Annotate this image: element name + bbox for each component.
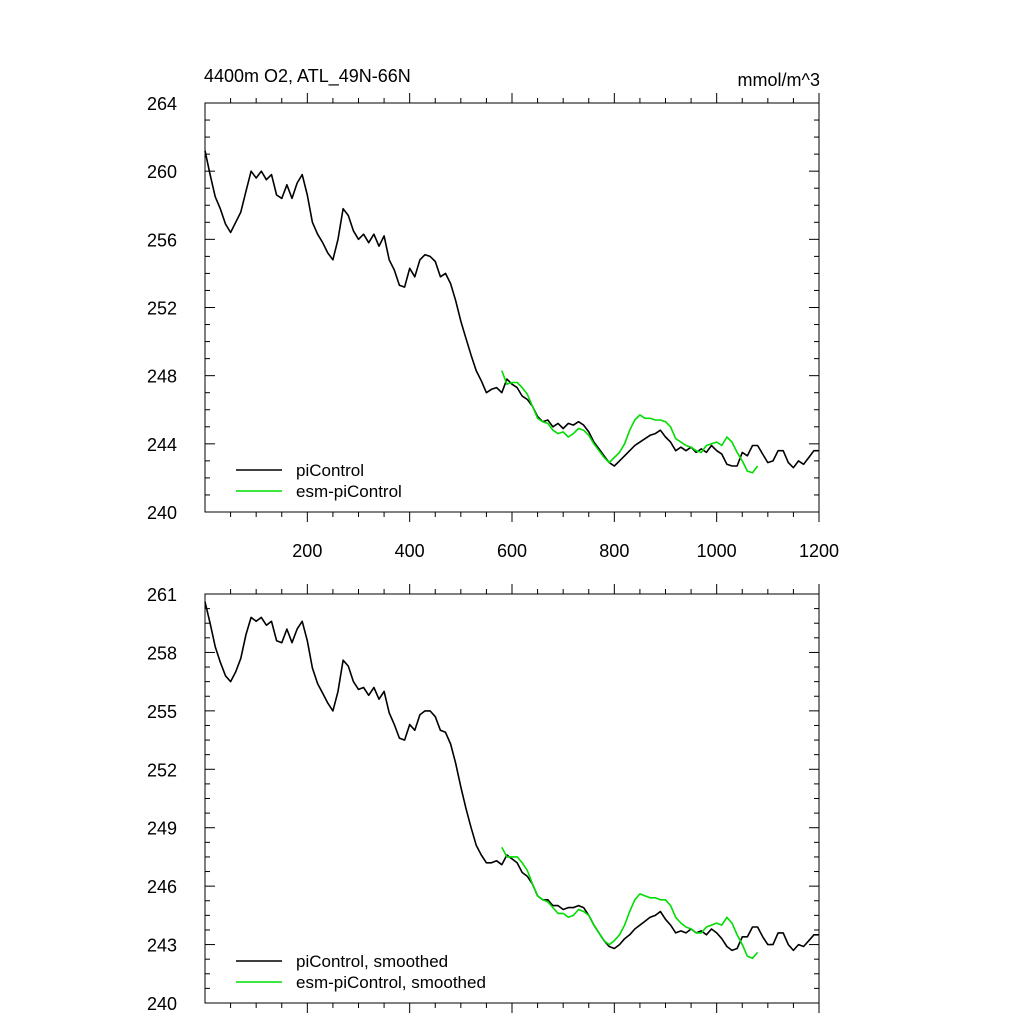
bottom-ytick-label-252: 252 (147, 760, 177, 780)
top-xtick-label-200: 200 (292, 541, 322, 561)
top-xtick-label-1200: 1200 (799, 541, 839, 561)
bottom-series-line-esm-picontrol-smoothed (501, 846, 759, 960)
top-xtick-label-400: 400 (395, 541, 425, 561)
top-ytick-label-248: 248 (147, 367, 177, 387)
top-axis-ticks: 240 244 248 252 256 260 264 200 400 600 800 1000 120… (147, 93, 839, 561)
bottom-ytick-label-255: 255 (147, 702, 177, 722)
top-ytick-label-252: 252 (147, 299, 177, 319)
top-ytick-label-264: 264 (147, 94, 177, 114)
top-series-lines (204, 150, 819, 474)
bottom-axis-ticks: 240 243 246 249 252 255 258 261 (147, 584, 820, 1014)
bottom-plot-frame (204, 593, 820, 1004)
chart-title: 4400m O2, ATL_49N-66N (204, 66, 411, 87)
bottom-ytick-label-249: 249 (147, 819, 177, 839)
top-series-line-esm-picontrol (501, 370, 759, 474)
top-xtick-label-1000: 1000 (697, 541, 737, 561)
top-ytick-label-256: 256 (147, 230, 177, 250)
bottom-ytick-label-261: 261 (147, 585, 177, 605)
top-ytick-label-244: 244 (147, 435, 177, 455)
bottom-series-line-picontrol-smoothed (204, 601, 819, 952)
bottom-ytick-label-246: 246 (147, 877, 177, 897)
top-xtick-label-600: 600 (497, 541, 527, 561)
units-label: mmol/m^3 (738, 70, 820, 90)
bottom-series-lines (204, 601, 819, 960)
bottom-panel: 240 243 246 249 252 255 258 261 piControl, smoo… (147, 584, 820, 1014)
top-ytick-label-240: 240 (147, 503, 177, 523)
top-plot-frame (204, 102, 820, 513)
top-legend: piControl esm-piControl (236, 461, 402, 501)
bottom-ytick-label-258: 258 (147, 643, 177, 663)
top-series-line-picontrol (204, 150, 819, 469)
legend-label-esm-picontrol: esm-piControl (296, 482, 402, 501)
top-xtick-label-800: 800 (599, 541, 629, 561)
top-panel: 4400m O2, ATL_49N-66N mmol/m^3 240 244 248… (147, 66, 839, 561)
bottom-legend: piControl, smoothed esm-piControl, smoot… (236, 952, 486, 992)
top-ytick-label-260: 260 (147, 162, 177, 182)
legend-label-esm-picontrol-smoothed: esm-piControl, smoothed (296, 973, 486, 992)
legend-label-picontrol: piControl (296, 461, 364, 480)
bottom-ytick-label-243: 243 (147, 936, 177, 956)
bottom-ytick-label-240: 240 (147, 994, 177, 1014)
legend-label-picontrol-smoothed: piControl, smoothed (296, 952, 448, 971)
